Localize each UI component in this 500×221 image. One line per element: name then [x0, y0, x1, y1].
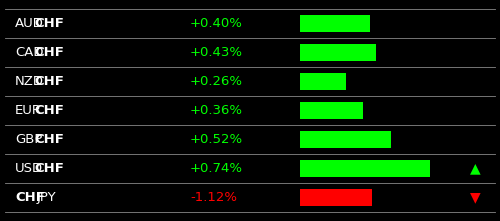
Text: AUD: AUD: [15, 17, 44, 30]
FancyBboxPatch shape: [300, 15, 370, 32]
Text: ▲: ▲: [470, 162, 480, 176]
Text: GBP: GBP: [15, 133, 42, 146]
FancyBboxPatch shape: [300, 102, 363, 119]
FancyBboxPatch shape: [300, 73, 346, 90]
Text: CHF: CHF: [34, 75, 64, 88]
Text: NZD: NZD: [15, 75, 44, 88]
Text: +0.74%: +0.74%: [190, 162, 243, 175]
Text: CHF: CHF: [15, 191, 45, 204]
Text: +0.43%: +0.43%: [190, 46, 243, 59]
FancyBboxPatch shape: [300, 160, 430, 177]
Text: CHF: CHF: [34, 104, 64, 117]
Text: +0.40%: +0.40%: [190, 17, 243, 30]
FancyBboxPatch shape: [300, 44, 376, 61]
FancyBboxPatch shape: [300, 131, 392, 148]
Text: CHF: CHF: [34, 162, 64, 175]
Text: +0.52%: +0.52%: [190, 133, 243, 146]
Text: -1.12%: -1.12%: [190, 191, 237, 204]
Text: +0.26%: +0.26%: [190, 75, 243, 88]
Text: JPY: JPY: [36, 191, 56, 204]
FancyBboxPatch shape: [300, 189, 372, 206]
Text: USD: USD: [15, 162, 43, 175]
Text: EUR: EUR: [15, 104, 42, 117]
Text: CHF: CHF: [34, 46, 64, 59]
Text: ▼: ▼: [470, 191, 480, 205]
Text: CHF: CHF: [34, 133, 64, 146]
Text: CHF: CHF: [34, 17, 64, 30]
Text: +0.36%: +0.36%: [190, 104, 243, 117]
Text: CAD: CAD: [15, 46, 44, 59]
